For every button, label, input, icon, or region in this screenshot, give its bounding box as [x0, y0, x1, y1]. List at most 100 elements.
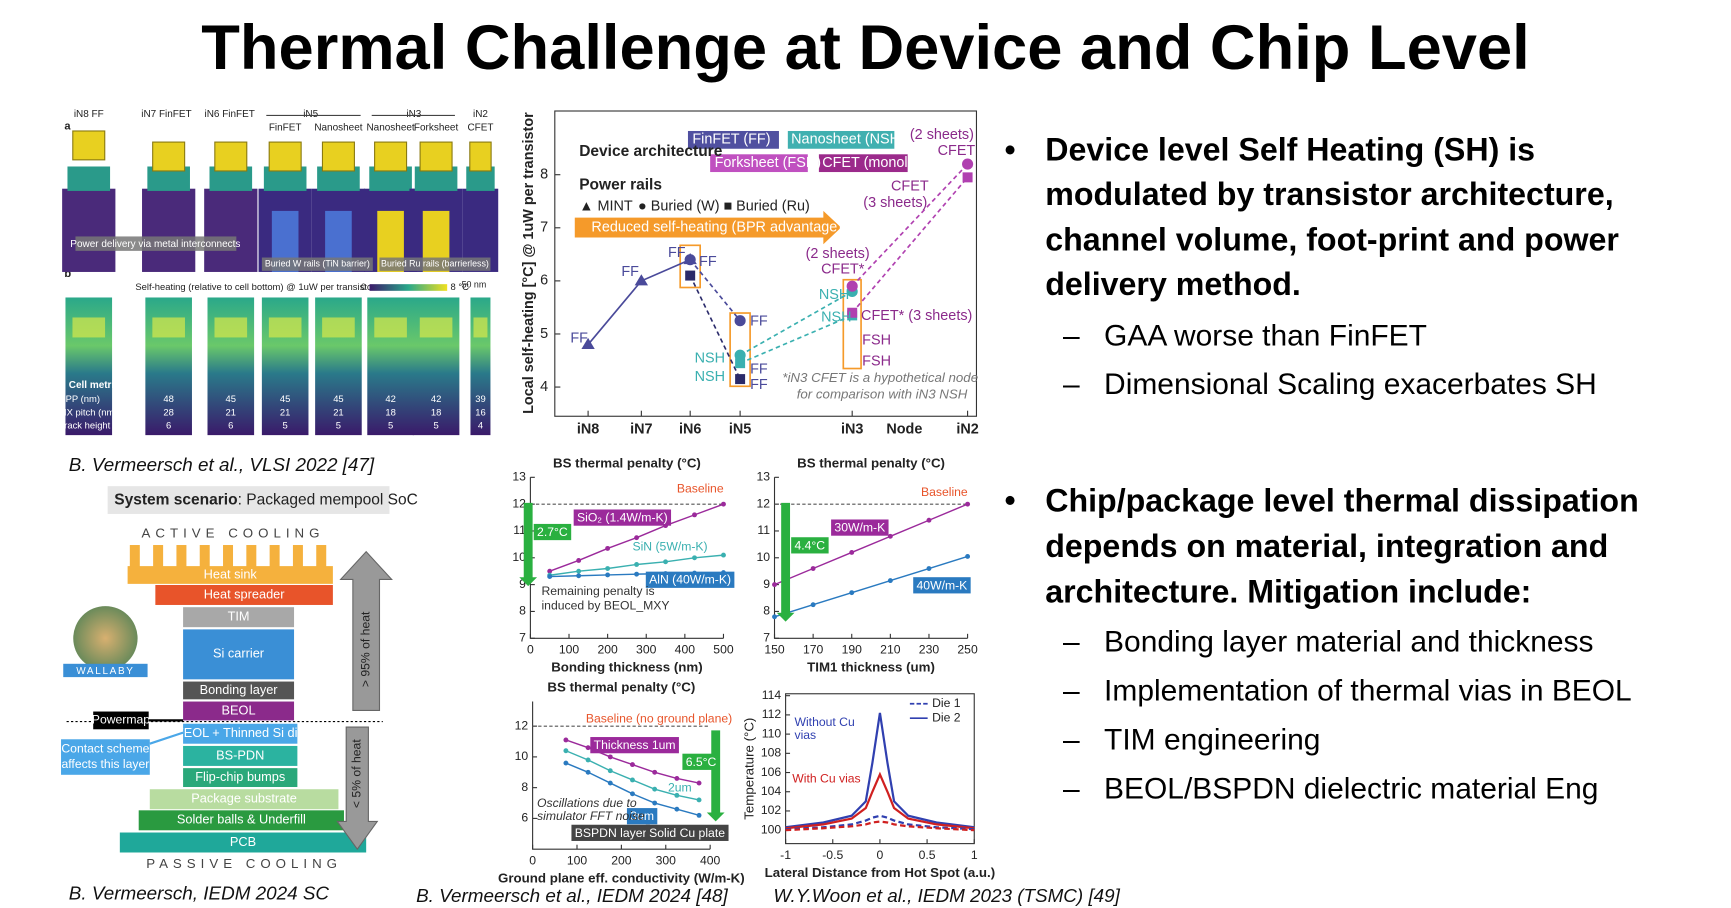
y-tick-label: 8 [763, 604, 770, 618]
label-box [571, 824, 650, 841]
marker [810, 602, 816, 608]
color-scale [369, 284, 448, 291]
bullet-text: delivery method. [1045, 266, 1301, 302]
cell-base [62, 188, 116, 272]
y-tick-label: 100 [761, 822, 782, 836]
marker [652, 800, 658, 806]
x-axis-label: Ground plane eff. conductivity (W/m-K) [498, 871, 745, 886]
series-line [774, 555, 968, 618]
series-line [851, 176, 969, 314]
x-tick-label: iN7 [630, 421, 652, 437]
scale-title: Self-heating (relative to cell bottom) @… [135, 281, 375, 292]
chart-title: BS thermal penalty (°C) [547, 680, 695, 695]
bullet-symbol: • [1004, 483, 1016, 520]
series-line [689, 259, 741, 322]
x-tick-label: iN5 [729, 421, 751, 437]
marker [563, 748, 569, 754]
y-tick-label: 10 [512, 550, 526, 564]
marker [674, 806, 680, 812]
y-tick-label: 10 [757, 550, 771, 564]
marker [735, 374, 746, 385]
metric-value: 39 [475, 393, 485, 404]
marker [849, 549, 855, 555]
marker [634, 535, 640, 541]
stack-layer [183, 629, 295, 680]
annotation: NSH [821, 309, 851, 325]
marker [630, 791, 635, 797]
heat-hotspot [214, 317, 248, 338]
annotation: Nanosheet (NSH) [791, 132, 905, 148]
y-tick-label: 10 [515, 749, 529, 763]
note-box [61, 739, 150, 775]
bullet-text: architecture. Mitigation include: [1045, 573, 1531, 609]
annotation: Solid Cu plate [649, 826, 725, 840]
sub-bullet-text: TIM engineering [1104, 723, 1320, 756]
layer-label: TIM [228, 609, 250, 624]
column-label: iN7 FinFET [141, 109, 191, 120]
legend-label: Die 1 [932, 696, 961, 710]
metric-value: 21 [333, 406, 343, 417]
metric-value: 45 [226, 393, 236, 404]
marker [634, 562, 640, 567]
label-box [626, 808, 658, 825]
marker [547, 568, 553, 574]
annotation: FF [750, 377, 768, 393]
stack-layer [138, 810, 344, 831]
cell-base [142, 188, 196, 272]
x-tick-label: 100 [559, 643, 580, 657]
x-tick-label: 400 [700, 854, 721, 868]
axes [773, 477, 968, 639]
annotation: (3 sheets) [863, 195, 927, 211]
note-arrow [149, 731, 184, 745]
marker [847, 307, 858, 318]
heat-hotspot [322, 317, 355, 338]
marker [965, 554, 971, 559]
y-tick-label: 104 [761, 784, 782, 798]
marker [607, 768, 613, 774]
logo-text: WALLABY [76, 666, 134, 677]
annotation: Baseline (no ground plane) [586, 712, 732, 726]
fin [269, 545, 280, 568]
label-box [913, 577, 971, 594]
cell-gate [214, 141, 248, 172]
marker [962, 158, 974, 170]
x-tick-label: 0 [527, 643, 534, 657]
marker [721, 501, 726, 507]
metric-value: 6 [228, 420, 233, 431]
marker [652, 786, 658, 792]
bpr-arrow [574, 210, 842, 245]
marker [585, 769, 591, 775]
metric-value: 45 [280, 393, 290, 404]
metric-value: 40 [117, 406, 127, 417]
citation: B. Vermeersch et al., VLSI 2022 [47] [69, 454, 375, 475]
cell-gate [152, 141, 186, 172]
layer-label: BS-PDN [216, 747, 264, 762]
column-label: CFET [467, 122, 493, 133]
citation: B. Vermeersch et al., IEDM 2024 [48] [416, 885, 728, 906]
note-box [379, 257, 491, 271]
metric-label: Track height [59, 420, 111, 431]
annotation: (2 sheets) [806, 246, 870, 262]
marker [887, 578, 893, 584]
marker [674, 792, 680, 798]
marker [585, 757, 591, 763]
heat-hotspot [268, 317, 302, 338]
annotation: FSH [862, 354, 891, 370]
x-tick-label: 1 [971, 848, 978, 862]
metric-value: 42 [431, 393, 441, 404]
y-tick-label: 6 [521, 811, 528, 825]
marker [772, 582, 777, 588]
sub-bullet-dash: – [1063, 319, 1080, 352]
y-axis-label: Local self-heating [°C] @ 1uW per transi… [521, 112, 537, 414]
annotation: AlN (40W/m-K) [649, 573, 731, 587]
heat-arrow-up [339, 550, 393, 711]
y-tick-label: 108 [761, 746, 782, 760]
fin [129, 545, 140, 568]
metric-value: 18 [385, 406, 395, 417]
annotation: CFET (monolithic) [822, 155, 938, 171]
sub-bullet-dash: – [1063, 368, 1080, 401]
x-tick-label: iN6 [679, 421, 701, 437]
metric-value: 56 [117, 393, 127, 404]
column-label: Nanosheet [366, 122, 414, 133]
